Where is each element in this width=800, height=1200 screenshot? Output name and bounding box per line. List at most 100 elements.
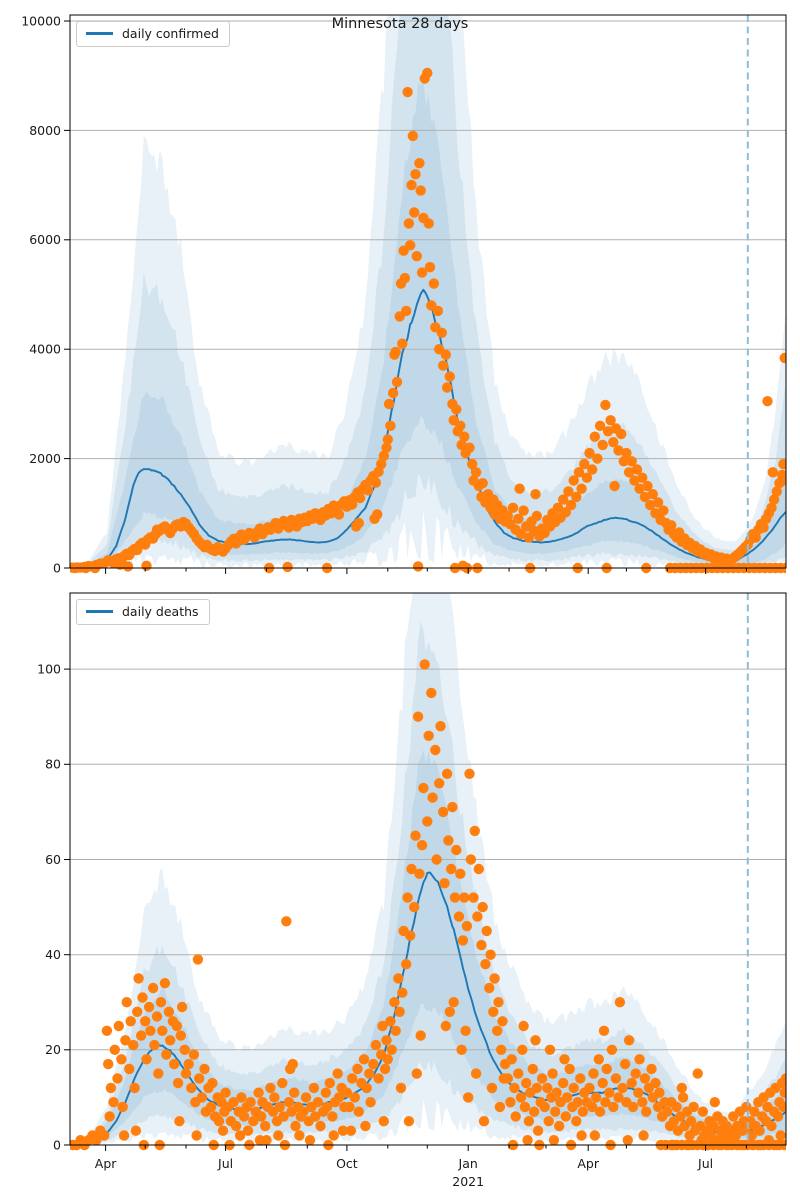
data-point [248, 1116, 259, 1127]
data-point [692, 1068, 703, 1079]
data-point [588, 1068, 599, 1079]
data-point [517, 1044, 528, 1056]
data-point [310, 1111, 321, 1122]
y-tick-label: 2000 [29, 451, 61, 466]
data-point [379, 1063, 391, 1075]
data-point [245, 1097, 256, 1108]
data-point [634, 483, 645, 494]
data-point [101, 1025, 113, 1037]
data-point [253, 1087, 264, 1098]
data-point [372, 509, 383, 520]
data-point [606, 1044, 618, 1056]
data-point [536, 1073, 548, 1084]
data-point [550, 1106, 561, 1117]
data-point [394, 1006, 405, 1017]
data-point [403, 1116, 415, 1127]
data-point [406, 863, 417, 875]
data-point [362, 485, 374, 496]
outer-band [70, 593, 786, 1145]
data-point [315, 1120, 326, 1132]
data-point [422, 67, 433, 79]
data-point [373, 1073, 384, 1084]
data-point [277, 1077, 288, 1089]
data-point [390, 346, 401, 358]
data-point [432, 305, 444, 317]
data-point [477, 901, 488, 913]
data-point [199, 1063, 210, 1075]
data-point [456, 1044, 467, 1056]
data-point [352, 1063, 363, 1075]
y-tick-label: 0 [53, 560, 61, 575]
y-tick-label: 100 [37, 661, 61, 676]
data-point [128, 1039, 139, 1051]
data-point [775, 1130, 786, 1141]
x-tick-sublabel: 2021 [452, 1174, 484, 1189]
data-point [161, 1049, 172, 1060]
data-point [521, 1077, 532, 1089]
data-point [395, 1082, 407, 1094]
data-point [274, 1101, 285, 1113]
data-point [260, 1120, 271, 1132]
data-point [406, 179, 417, 191]
data-point [410, 830, 421, 841]
data-point [767, 467, 778, 478]
data-point [265, 1082, 276, 1094]
data-point [411, 251, 422, 262]
data-point [544, 1044, 556, 1056]
data-point [613, 1092, 624, 1103]
data-point [397, 338, 408, 349]
data-point [387, 387, 399, 399]
data-point [584, 447, 595, 459]
data-point [447, 801, 458, 813]
data-point [558, 494, 569, 505]
data-point [622, 1135, 633, 1146]
y-tick-label: 10000 [21, 13, 61, 28]
data-point [431, 854, 442, 865]
data-point [448, 997, 459, 1008]
data-point [509, 1082, 520, 1094]
data-point [551, 1087, 562, 1098]
data-point [513, 513, 524, 524]
data-point [468, 892, 479, 903]
data-point [194, 1073, 205, 1084]
data-point [147, 982, 159, 994]
data-point [772, 1111, 784, 1122]
data-point [217, 1125, 229, 1136]
data-point [613, 445, 624, 456]
data-point [630, 1068, 641, 1079]
data-point [282, 561, 293, 573]
data-point [230, 1120, 242, 1132]
data-point [576, 1130, 587, 1141]
data-point [780, 475, 786, 486]
data-point [105, 1082, 117, 1094]
data-point [390, 1025, 401, 1037]
data-point [434, 778, 445, 789]
data-point [616, 428, 627, 440]
data-point [445, 863, 457, 875]
data-point [592, 453, 603, 464]
data-point [543, 1116, 554, 1127]
data-point [143, 1001, 155, 1013]
data-point [409, 207, 420, 218]
data-point [518, 1020, 529, 1032]
data-point [294, 1130, 305, 1141]
data-point [344, 1101, 355, 1113]
data-point [600, 1097, 611, 1108]
axes-spines [69, 14, 787, 569]
data-point [652, 497, 664, 508]
data-point [572, 1097, 583, 1108]
data-point [151, 1011, 163, 1022]
data-point [278, 1111, 289, 1122]
x-tick-label: Jul [217, 1156, 233, 1171]
data-point [464, 768, 475, 779]
data-point [149, 1039, 160, 1051]
data-point [457, 935, 469, 946]
data-point [145, 1025, 156, 1037]
data-point [183, 1058, 194, 1070]
data-point [627, 1101, 639, 1113]
legend-label-confirmed: daily confirmed [122, 26, 219, 41]
data-point [207, 1077, 218, 1089]
data-point [345, 1125, 357, 1136]
scatter-points [70, 659, 786, 1151]
data-point [547, 1068, 558, 1079]
